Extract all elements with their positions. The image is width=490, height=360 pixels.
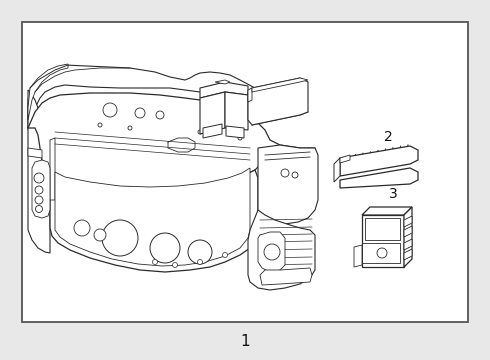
Polygon shape (50, 170, 258, 272)
Polygon shape (404, 207, 412, 267)
Polygon shape (28, 90, 50, 253)
Circle shape (156, 111, 164, 119)
Polygon shape (340, 146, 418, 176)
Polygon shape (215, 80, 230, 84)
Polygon shape (203, 124, 222, 138)
Circle shape (172, 262, 177, 267)
Polygon shape (248, 78, 308, 125)
Text: 1: 1 (240, 334, 250, 350)
Circle shape (238, 136, 242, 140)
Circle shape (135, 108, 145, 118)
Circle shape (35, 186, 43, 194)
Polygon shape (200, 82, 248, 98)
Polygon shape (226, 126, 244, 138)
Circle shape (34, 173, 44, 183)
Polygon shape (252, 78, 308, 92)
Bar (22, 22, 468, 322)
Polygon shape (260, 268, 312, 285)
Polygon shape (354, 245, 362, 267)
Polygon shape (362, 215, 404, 267)
Circle shape (98, 123, 102, 127)
Text: 2: 2 (384, 130, 392, 144)
Circle shape (74, 220, 90, 236)
Polygon shape (28, 148, 42, 158)
Polygon shape (248, 210, 315, 290)
Polygon shape (404, 226, 412, 237)
Polygon shape (258, 145, 318, 224)
Circle shape (103, 103, 117, 117)
Circle shape (281, 169, 289, 177)
Polygon shape (404, 239, 412, 250)
Circle shape (222, 252, 227, 257)
Circle shape (198, 130, 202, 134)
Text: 3: 3 (389, 187, 397, 201)
Circle shape (264, 244, 280, 260)
Polygon shape (404, 249, 412, 260)
Polygon shape (32, 160, 50, 218)
Polygon shape (248, 88, 252, 102)
Circle shape (94, 229, 106, 241)
Circle shape (188, 240, 212, 264)
Polygon shape (340, 155, 350, 163)
Polygon shape (258, 232, 285, 272)
Polygon shape (362, 243, 400, 263)
Circle shape (150, 233, 180, 263)
Polygon shape (55, 168, 250, 266)
Polygon shape (404, 216, 412, 227)
Polygon shape (28, 65, 270, 130)
Circle shape (35, 196, 43, 204)
Polygon shape (28, 64, 68, 120)
Polygon shape (28, 93, 315, 188)
Polygon shape (225, 92, 248, 130)
Circle shape (292, 172, 298, 178)
Circle shape (102, 220, 138, 256)
Polygon shape (334, 158, 340, 182)
Polygon shape (50, 138, 55, 200)
Polygon shape (200, 92, 225, 134)
Circle shape (35, 206, 43, 212)
Circle shape (128, 126, 132, 130)
Polygon shape (340, 168, 418, 188)
Circle shape (152, 260, 157, 265)
Polygon shape (362, 207, 412, 215)
Polygon shape (365, 218, 400, 240)
Circle shape (377, 248, 387, 258)
Circle shape (197, 260, 202, 265)
